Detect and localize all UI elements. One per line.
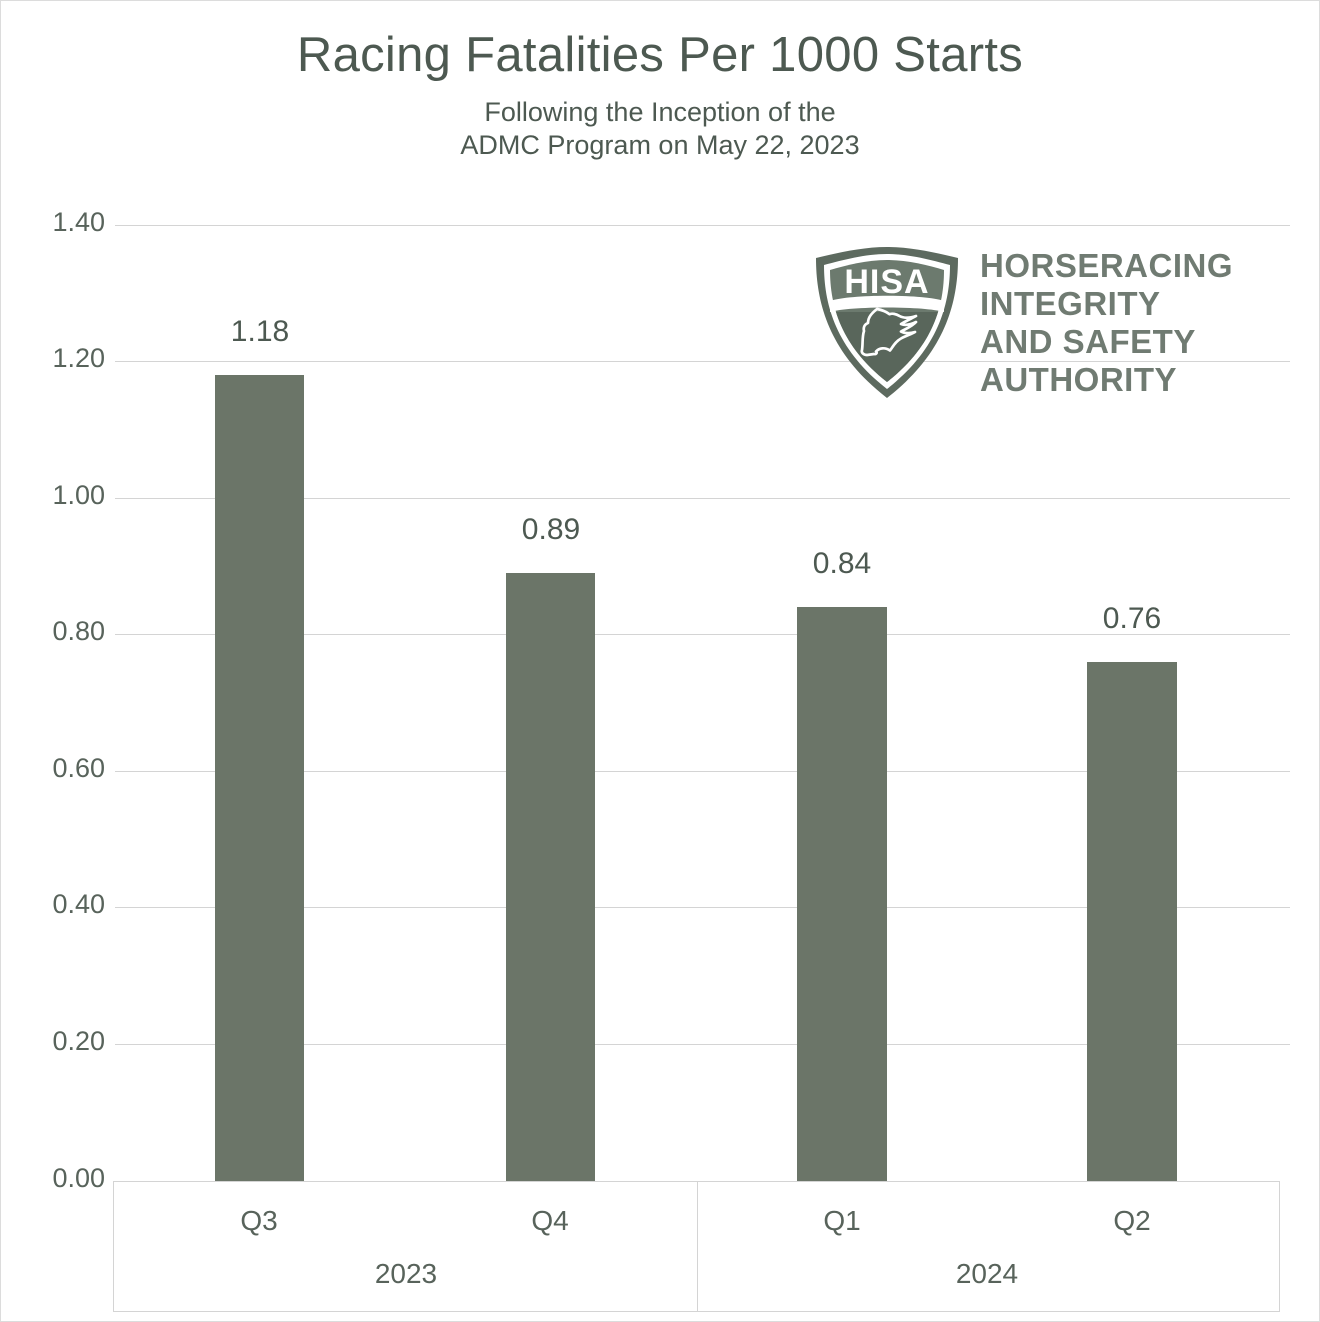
svg-text:HISA: HISA <box>844 263 929 301</box>
